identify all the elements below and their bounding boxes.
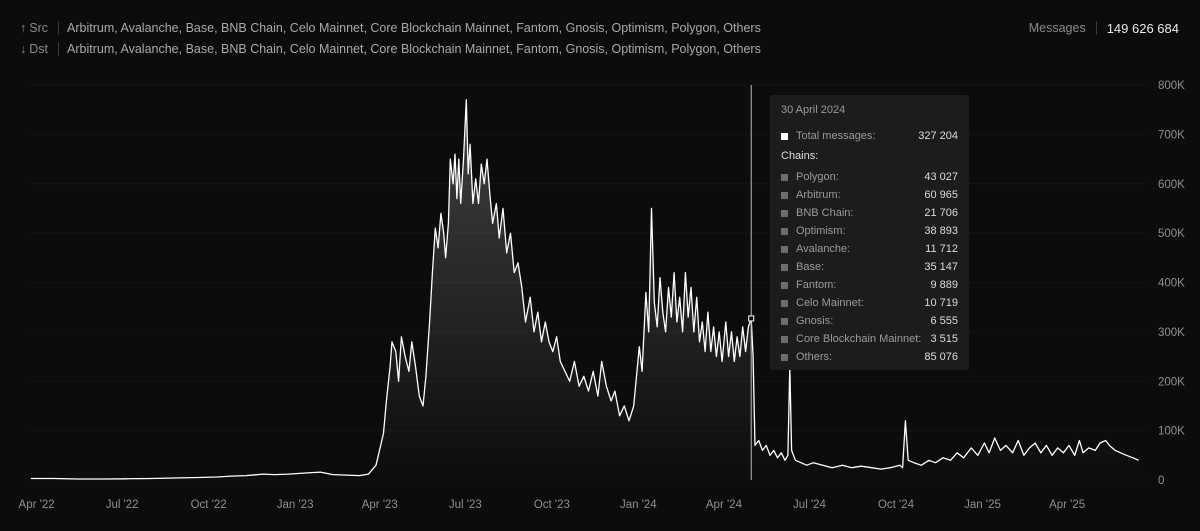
tooltip-chain-row: Others: 85 076 bbox=[781, 348, 958, 366]
y-tick-label: 600K bbox=[1158, 179, 1185, 191]
dst-divider bbox=[58, 42, 59, 56]
x-tick-label: Apr '25 bbox=[1049, 499, 1085, 511]
y-tick-label: 100K bbox=[1158, 426, 1185, 438]
tooltip-chain-row: Gnosis: 6 555 bbox=[781, 312, 958, 330]
dst-label: Dst bbox=[29, 42, 48, 56]
chain-swatch-icon bbox=[781, 263, 788, 271]
chain-name: Core Blockchain Mainnet: bbox=[796, 333, 922, 345]
x-tick-label: Jul '23 bbox=[449, 499, 482, 511]
chain-value: 11 712 bbox=[925, 243, 958, 255]
chain-value: 10 719 bbox=[924, 297, 958, 309]
tooltip-chains-heading: Chains: bbox=[781, 150, 819, 162]
x-tick-label: Jan '25 bbox=[964, 499, 1001, 511]
messages-label: Messages bbox=[1028, 21, 1086, 35]
chain-value: 85 076 bbox=[924, 351, 958, 363]
chain-value: 35 147 bbox=[924, 261, 958, 273]
x-tick-label: Apr '24 bbox=[706, 499, 743, 511]
y-tick-label: 800K bbox=[1158, 80, 1185, 92]
x-tick-label: Jul '24 bbox=[793, 499, 826, 511]
tooltip-chain-row: Optimism: 38 893 bbox=[781, 222, 958, 240]
y-tick-label: 200K bbox=[1158, 376, 1185, 388]
tooltip-total-label: Total messages: bbox=[796, 130, 876, 142]
tooltip-total-row: Total messages: 327 204 bbox=[781, 127, 958, 145]
chart-tooltip: 30 April 2024 Total messages: 327 204 Ch… bbox=[770, 95, 969, 370]
chain-name: Avalanche: bbox=[796, 243, 851, 255]
tooltip-chain-row: Core Blockchain Mainnet: 3 515 bbox=[781, 330, 958, 348]
x-tick-label: Oct '23 bbox=[534, 499, 570, 511]
chain-value: 6 555 bbox=[930, 315, 958, 327]
chain-swatch-icon bbox=[781, 227, 788, 235]
y-axis-labels: 0 100K 200K 300K 400K 500K 600K 700K 800K bbox=[1158, 80, 1185, 487]
chain-value: 38 893 bbox=[924, 225, 958, 237]
x-tick-label: Oct '24 bbox=[878, 499, 915, 511]
messages-divider bbox=[1095, 21, 1097, 35]
dst-filter-row[interactable]: ↓ Dst Arbitrum, Avalanche, Base, BNB Cha… bbox=[20, 40, 761, 58]
tooltip-chain-row: BNB Chain: 21 706 bbox=[781, 204, 958, 222]
chain-swatch-icon bbox=[781, 191, 788, 199]
chain-swatch-icon bbox=[781, 353, 788, 361]
tooltip-chain-row: Fantom: 9 889 bbox=[781, 276, 958, 294]
y-tick-label: 300K bbox=[1158, 327, 1185, 339]
chain-swatch-icon bbox=[781, 173, 788, 181]
chain-name: Others: bbox=[796, 351, 833, 363]
chain-value: 60 965 bbox=[924, 189, 958, 201]
x-axis-labels: Apr '22 Jul '22 Oct '22 Jan '23 Apr '23 Jul '… bbox=[19, 499, 1086, 511]
chain-value: 21 706 bbox=[924, 207, 958, 219]
src-filter-key: ↑ Src bbox=[20, 21, 54, 35]
tooltip-chain-row: Celo Mainnet: 10 719 bbox=[781, 294, 958, 312]
src-divider bbox=[58, 21, 59, 35]
total-swatch-icon bbox=[781, 132, 788, 140]
dst-chains-value[interactable]: Arbitrum, Avalanche, Base, BNB Chain, Ce… bbox=[67, 42, 761, 56]
hover-point-marker bbox=[748, 315, 755, 322]
chain-name: Polygon: bbox=[796, 171, 839, 183]
tooltip-total-value: 327 204 bbox=[918, 130, 958, 142]
chain-name: Gnosis: bbox=[796, 315, 834, 327]
x-tick-label: Jan '23 bbox=[277, 499, 314, 511]
x-tick-label: Jul '22 bbox=[106, 499, 139, 511]
chain-name: Optimism: bbox=[796, 225, 846, 237]
chain-swatch-icon bbox=[781, 299, 788, 307]
x-tick-label: Jan '24 bbox=[620, 499, 657, 511]
arrow-up-icon: ↑ bbox=[20, 21, 27, 35]
messages-summary: Messages 149 626 684 bbox=[1029, 19, 1179, 37]
chain-swatch-icon bbox=[781, 209, 788, 217]
x-tick-label: Apr '22 bbox=[19, 499, 55, 511]
chain-name: Fantom: bbox=[796, 279, 837, 291]
y-tick-label: 400K bbox=[1158, 278, 1185, 290]
x-tick-label: Oct '22 bbox=[191, 499, 227, 511]
chain-swatch-icon bbox=[781, 245, 788, 253]
chain-value: 43 027 bbox=[924, 171, 958, 183]
chain-value: 3 515 bbox=[930, 333, 958, 345]
messages-total: 149 626 684 bbox=[1106, 20, 1179, 36]
tooltip-chain-row: Polygon: 43 027 bbox=[781, 168, 958, 186]
chain-value: 9 889 bbox=[930, 279, 958, 291]
y-tick-label: 700K bbox=[1158, 129, 1185, 141]
src-filter-row[interactable]: ↑ Src Arbitrum, Avalanche, Base, BNB Cha… bbox=[20, 19, 761, 37]
chain-swatch-icon bbox=[781, 335, 788, 343]
tooltip-date: 30 April 2024 bbox=[781, 104, 846, 116]
tooltip-chain-list: Polygon: 43 027 Arbitrum: 60 965 BNB Chain… bbox=[781, 168, 958, 366]
chain-name: Arbitrum: bbox=[796, 189, 841, 201]
y-tick-label: 500K bbox=[1158, 228, 1185, 240]
tooltip-chain-row: Avalanche: 11 712 bbox=[781, 240, 958, 258]
src-label: Src bbox=[29, 21, 48, 35]
src-chains-value[interactable]: Arbitrum, Avalanche, Base, BNB Chain, Ce… bbox=[67, 21, 761, 35]
tooltip-chain-row: Arbitrum: 60 965 bbox=[781, 186, 958, 204]
arrow-down-icon: ↓ bbox=[20, 42, 27, 56]
chain-name: Base: bbox=[796, 261, 825, 273]
chain-swatch-icon bbox=[781, 317, 788, 325]
chain-name: Celo Mainnet: bbox=[796, 297, 864, 309]
y-tick-label: 0 bbox=[1158, 475, 1164, 487]
chain-swatch-icon bbox=[781, 281, 788, 289]
tooltip-chain-row: Base: 35 147 bbox=[781, 258, 958, 276]
x-tick-label: Apr '23 bbox=[362, 499, 398, 511]
chain-name: BNB Chain: bbox=[796, 207, 854, 219]
messages-line bbox=[30, 99, 1139, 480]
dst-filter-key: ↓ Dst bbox=[20, 42, 54, 56]
messages-area bbox=[30, 99, 1139, 481]
